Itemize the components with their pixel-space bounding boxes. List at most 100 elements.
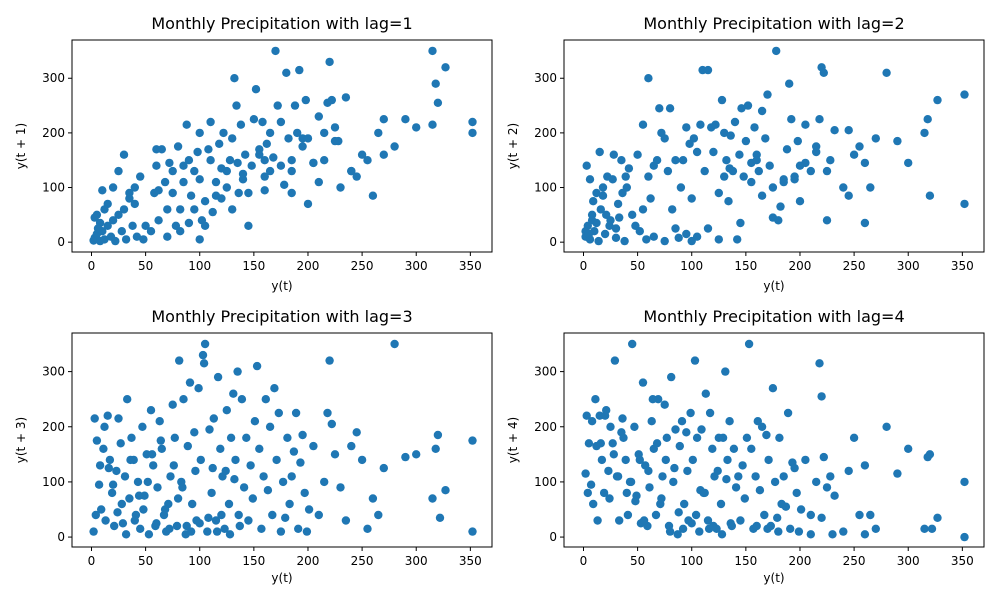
- data-point: [680, 499, 689, 509]
- data-point: [773, 513, 782, 522]
- data-point: [287, 188, 296, 198]
- data-point: [690, 356, 700, 365]
- x-tick-label: 50: [138, 259, 153, 273]
- data-point: [594, 236, 603, 246]
- data-point: [143, 477, 152, 487]
- data-point: [582, 161, 591, 170]
- data-point: [893, 136, 902, 146]
- data-point: [212, 527, 222, 536]
- data-point: [795, 161, 805, 170]
- data-point: [179, 161, 188, 170]
- data-point: [183, 441, 192, 451]
- x-axis-label: y(t): [271, 279, 292, 293]
- data-point: [170, 433, 179, 442]
- data-point: [230, 475, 239, 484]
- subplot-lag-4: Monthly Precipitation with lag=4 0 50 100 1…: [506, 307, 985, 585]
- data-point: [730, 117, 740, 127]
- x-axis-label: y(t): [763, 571, 784, 585]
- data-point: [379, 150, 388, 159]
- data-point: [703, 516, 713, 525]
- data-point: [751, 472, 760, 481]
- data-point: [468, 436, 477, 445]
- data-point: [130, 516, 139, 525]
- data-point: [779, 472, 788, 481]
- data-point: [390, 142, 399, 151]
- data-point: [600, 411, 610, 420]
- y-tick-label: 0: [549, 530, 557, 544]
- data-point: [686, 408, 695, 418]
- data-point: [287, 472, 296, 481]
- y-tick-label: 200: [534, 420, 557, 434]
- data-point: [176, 227, 185, 236]
- data-point: [261, 395, 270, 404]
- data-point: [274, 408, 283, 418]
- data-point: [822, 216, 832, 225]
- data-point: [270, 384, 279, 393]
- data-point: [587, 417, 597, 426]
- data-point: [586, 480, 596, 489]
- data-point: [431, 79, 440, 88]
- data-point: [289, 447, 299, 456]
- data-point: [705, 408, 715, 418]
- data-point: [468, 117, 477, 127]
- data-point: [927, 524, 937, 533]
- x-tick-label: 350: [459, 259, 482, 273]
- data-point: [796, 505, 806, 514]
- data-point: [657, 494, 666, 503]
- y-tick-label: 100: [42, 475, 65, 489]
- y-axis-label: y(t + 4): [506, 417, 520, 464]
- data-point: [357, 150, 367, 159]
- data-point: [697, 425, 706, 434]
- data-point: [390, 339, 399, 349]
- data-point: [649, 232, 658, 241]
- data-point: [295, 65, 304, 75]
- data-point: [713, 466, 722, 476]
- subplot-lag-3: Monthly Precipitation with lag=3 0 50 100 1…: [14, 307, 493, 585]
- data-point: [278, 477, 288, 487]
- x-tick-label: 100: [680, 554, 703, 568]
- data-point: [787, 115, 796, 124]
- data-point: [290, 101, 300, 110]
- data-point: [194, 384, 203, 393]
- data-point: [141, 221, 150, 230]
- y-axis-label: y(t + 2): [506, 123, 520, 170]
- axes-frame: [563, 332, 985, 548]
- data-point: [695, 527, 704, 536]
- data-point: [301, 95, 310, 105]
- data-point: [90, 213, 99, 222]
- data-point: [721, 367, 730, 376]
- data-point: [203, 527, 212, 536]
- data-point: [262, 139, 271, 148]
- data-point: [341, 516, 351, 525]
- data-point: [714, 188, 723, 198]
- data-point: [233, 158, 242, 168]
- data-point: [628, 210, 637, 219]
- x-tick-label: 250: [351, 259, 374, 273]
- data-point: [682, 229, 691, 239]
- data-point: [226, 433, 236, 442]
- x-tick-label: 50: [630, 554, 645, 568]
- data-point: [309, 441, 318, 451]
- data-point: [221, 466, 230, 476]
- data-point: [250, 417, 260, 426]
- data-point: [468, 527, 477, 536]
- data-point: [347, 441, 356, 451]
- data-point: [294, 524, 303, 533]
- data-point: [206, 156, 215, 165]
- data-point: [111, 236, 120, 246]
- data-point: [671, 156, 680, 165]
- data-point: [644, 74, 653, 83]
- data-point: [768, 384, 778, 393]
- data-point: [236, 120, 246, 129]
- data-point: [815, 359, 824, 368]
- data-point: [152, 145, 161, 154]
- data-point: [239, 483, 249, 492]
- data-point: [752, 156, 761, 165]
- data-point: [747, 444, 756, 453]
- data-point: [960, 532, 969, 542]
- y-tick-label: 300: [534, 71, 557, 85]
- data-point: [179, 395, 188, 404]
- data-point: [608, 175, 617, 184]
